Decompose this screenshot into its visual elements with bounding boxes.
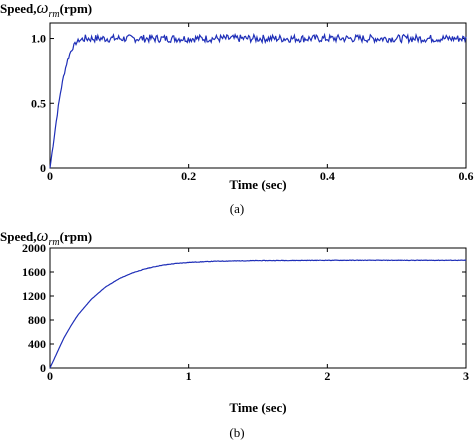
chart-b-xtick-label: 0 xyxy=(47,369,53,383)
chart-b-ytick-label: 0 xyxy=(40,361,46,375)
chart-b-xtick-label: 3 xyxy=(463,369,469,383)
chart-b-ytick-label: 1600 xyxy=(22,265,46,279)
chart-a-caption: (a) xyxy=(230,201,244,216)
chart-b-ytick-label: 1200 xyxy=(22,289,46,303)
chart-a: Speed,ωrm(rpm) 0 0.2 0.4 0.6 0 0.5 1.0 Time (s… xyxy=(0,0,474,216)
chart-a-plot-frame xyxy=(49,22,467,169)
chart-a-xtick-label: 0.2 xyxy=(181,169,196,183)
chart-a-ytick-label: 1.0 xyxy=(31,32,46,46)
chart-b-xlabel: Time (sec) xyxy=(229,400,286,415)
chart-b-ylabel: Speed,ωrm(rpm) xyxy=(0,226,92,248)
chart-b: Speed,ωrm(rpm) 0 1 2 3 0 400 800 1200 1600 2000 T… xyxy=(0,226,469,440)
chart-b-ytick-label: 400 xyxy=(28,337,46,351)
chart-a-ticks: 0 0.2 0.4 0.6 0 0.5 1.0 xyxy=(31,23,474,183)
chart-a-xtick-label: 0.4 xyxy=(320,169,335,183)
chart-a-xtick-label: 0 xyxy=(47,169,53,183)
chart-a-ytick-label: 0.5 xyxy=(31,96,46,110)
chart-a-xlabel: Time (sec) xyxy=(229,177,286,192)
chart-b-xtick-label: 1 xyxy=(186,369,192,383)
chart-b-caption: (b) xyxy=(229,425,244,440)
chart-b-ticks: 0 1 2 3 0 400 800 1200 1600 2000 xyxy=(22,241,469,383)
chart-a-xtick-label: 0.6 xyxy=(459,169,474,183)
chart-b-ytick-label: 2000 xyxy=(22,241,46,255)
chart-b-ytick-label: 800 xyxy=(28,313,46,327)
chart-b-xtick-label: 2 xyxy=(324,369,330,383)
chart-b-plot-frame xyxy=(49,247,467,369)
chart-a-series-line xyxy=(49,32,467,169)
chart-b-series-line xyxy=(49,259,467,369)
chart-a-ytick-label: 0 xyxy=(40,161,46,175)
chart-a-ylabel: Speed,ωrm(rpm) xyxy=(0,0,92,20)
